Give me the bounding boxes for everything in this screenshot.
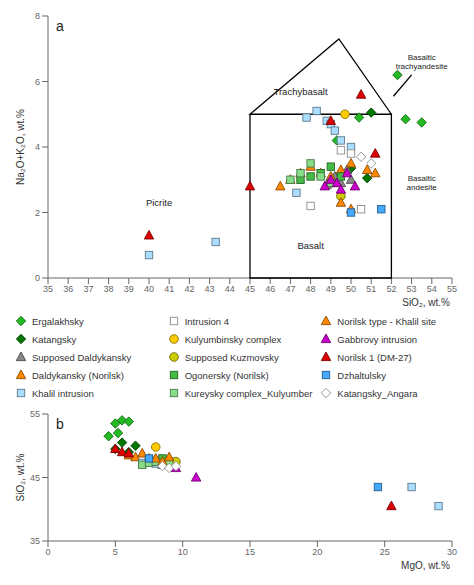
- html-text:b: b: [56, 416, 64, 432]
- svg-text:Trachybasalt: Trachybasalt: [273, 86, 327, 97]
- svg-text:45: 45: [245, 284, 255, 294]
- svg-text:40: 40: [144, 284, 154, 294]
- svg-text:0: 0: [35, 273, 40, 283]
- html-text:Katangsky: Katangsky: [32, 333, 77, 345]
- svg-text:5: 5: [113, 547, 118, 557]
- svg-text:43: 43: [205, 284, 215, 294]
- svg-text:38: 38: [104, 284, 114, 294]
- svg-text:35: 35: [30, 536, 40, 546]
- svg-text:Basalt: Basalt: [297, 240, 324, 251]
- svg-text:53: 53: [407, 284, 417, 294]
- svg-text:52: 52: [386, 284, 396, 294]
- html-text:Gabbrovy intrusion: Gabbrovy intrusion: [337, 333, 418, 345]
- svg-text:Basaltictrachyandesite: Basaltictrachyandesite: [396, 53, 449, 71]
- html-text:a: a: [56, 18, 64, 34]
- svg-text:45: 45: [30, 473, 40, 483]
- svg-text:50: 50: [346, 284, 356, 294]
- svg-text:8: 8: [35, 11, 40, 21]
- svg-text:35: 35: [43, 284, 53, 294]
- svg-text:Na₂O+K₂O, wt.%: Na₂O+K₂O, wt.%: [15, 109, 26, 185]
- svg-text:15: 15: [245, 547, 255, 557]
- svg-text:36: 36: [63, 284, 73, 294]
- html-text:Daldykansky (Norilsk): Daldykansky (Norilsk): [32, 369, 124, 381]
- html-text:Khalil intrusion: Khalil intrusion: [32, 387, 94, 399]
- html-text:Norilsk type - Khalil site: Norilsk type - Khalil site: [337, 315, 437, 327]
- svg-text:48: 48: [306, 284, 316, 294]
- svg-text:Picrite: Picrite: [146, 197, 172, 208]
- html-text:Supposed Kuzmovsky: Supposed Kuzmovsky: [184, 351, 279, 363]
- svg-text:42: 42: [184, 284, 194, 294]
- svg-text:46: 46: [265, 284, 275, 294]
- svg-text:55: 55: [30, 409, 40, 419]
- html-text:Dzhaltulsky: Dzhaltulsky: [337, 369, 386, 381]
- svg-text:MgO, wt.%: MgO, wt.%: [401, 560, 450, 571]
- svg-text:6: 6: [35, 77, 40, 87]
- svg-text:55: 55: [447, 284, 457, 294]
- html-text:Supposed Daldykansky: Supposed Daldykansky: [32, 351, 132, 363]
- svg-text:20: 20: [312, 547, 322, 557]
- svg-text:51: 51: [366, 284, 376, 294]
- html-text:Ergalakhsky: Ergalakhsky: [32, 315, 84, 327]
- svg-text:47: 47: [285, 284, 295, 294]
- svg-text:2: 2: [35, 208, 40, 218]
- svg-text:25: 25: [380, 547, 390, 557]
- svg-text:49: 49: [326, 284, 336, 294]
- svg-text:44: 44: [225, 284, 235, 294]
- html-text:Intrusion 4: Intrusion 4: [184, 315, 229, 327]
- svg-text:SiO₂, wt.%: SiO₂, wt.%: [402, 297, 450, 308]
- svg-text:10: 10: [178, 547, 188, 557]
- svg-text:39: 39: [124, 284, 134, 294]
- svg-text:SiO₂, wt.%: SiO₂, wt.%: [15, 454, 26, 502]
- html-text:Katangsky_Angara: Katangsky_Angara: [337, 387, 418, 399]
- svg-text:41: 41: [164, 284, 174, 294]
- html-text:Norilsk 1 (DM-27): Norilsk 1 (DM-27): [337, 351, 412, 363]
- svg-text:30: 30: [447, 547, 457, 557]
- html-text:Kulyumbinsky complex: Kulyumbinsky complex: [184, 333, 282, 345]
- svg-text:0: 0: [45, 547, 50, 557]
- html-text:Kureysky complex_Kulyumber: Kureysky complex_Kulyumber: [184, 387, 313, 399]
- svg-text:37: 37: [83, 284, 93, 294]
- svg-text:4: 4: [35, 142, 40, 152]
- svg-text:54: 54: [427, 284, 437, 294]
- svg-text:Basalticandesite: Basalticandesite: [407, 174, 438, 192]
- html-text:Ogonersky (Norilsk): Ogonersky (Norilsk): [184, 369, 269, 381]
